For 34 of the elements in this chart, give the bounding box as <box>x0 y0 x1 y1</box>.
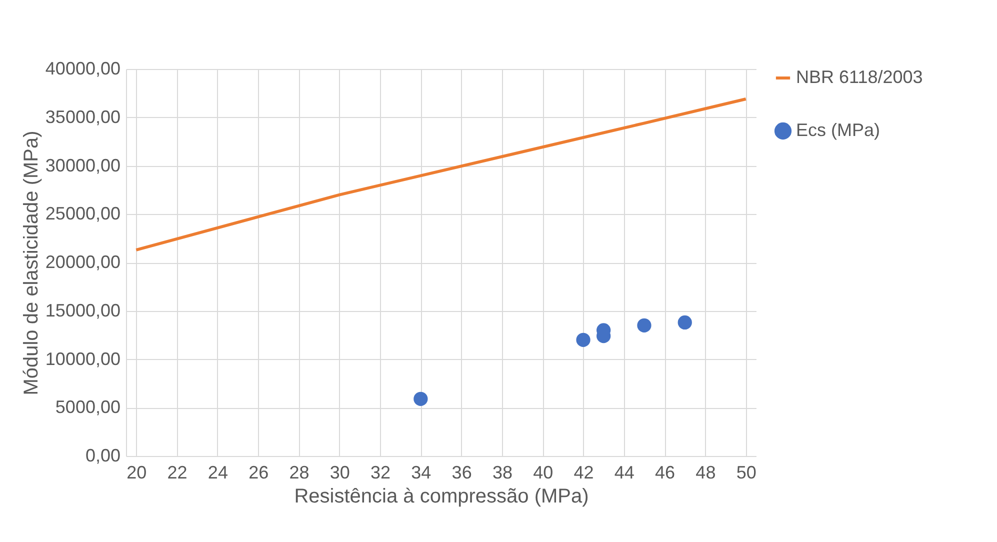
y-tick-label: 5000,00 <box>55 397 120 418</box>
point <box>637 318 652 332</box>
legend-label: NBR 6118/2003 <box>796 67 923 87</box>
x-tick-label: 30 <box>330 462 350 482</box>
x-tick-label: 20 <box>126 462 147 482</box>
x-tick-label: 34 <box>411 462 432 482</box>
line-series <box>134 97 748 252</box>
y-tick-label: 10000,00 <box>45 348 120 369</box>
x-tick-label: 42 <box>574 462 594 482</box>
x-tick-label: 26 <box>248 462 269 482</box>
x-tick-label: 32 <box>370 462 391 482</box>
y-axis-title: Módulo de elasticidade (MPa) <box>20 130 42 396</box>
y-tick-label: 40000,00 <box>45 58 120 78</box>
x-tick-label: 40 <box>533 462 554 482</box>
x-tick-label: 36 <box>452 462 472 482</box>
legend-label: Ecs (MPa) <box>796 120 880 140</box>
y-tick-label: 15000,00 <box>45 300 120 320</box>
x-tick-label: 50 <box>736 462 756 482</box>
point <box>576 332 590 347</box>
x-tick-label: 46 <box>655 462 676 482</box>
x-tick-label: 22 <box>167 462 188 482</box>
x-tick-label: 28 <box>289 462 310 482</box>
x-tick-label: 24 <box>208 462 228 482</box>
x-tick-label: 38 <box>492 462 512 482</box>
y-tick-label: 0,00 <box>85 446 120 466</box>
x-tick-label: 44 <box>614 462 634 482</box>
y-tick-label: 35000,00 <box>45 106 120 127</box>
point <box>414 392 428 406</box>
x-tick-label: 48 <box>696 462 716 482</box>
point <box>678 315 692 330</box>
y-tick-label: 30000,00 <box>45 155 120 176</box>
x-axis-title: Resistência à compressão (MPa) <box>294 486 589 508</box>
y-tick-label: 25000,00 <box>45 204 120 224</box>
y-tick-label: 20000,00 <box>45 252 120 272</box>
